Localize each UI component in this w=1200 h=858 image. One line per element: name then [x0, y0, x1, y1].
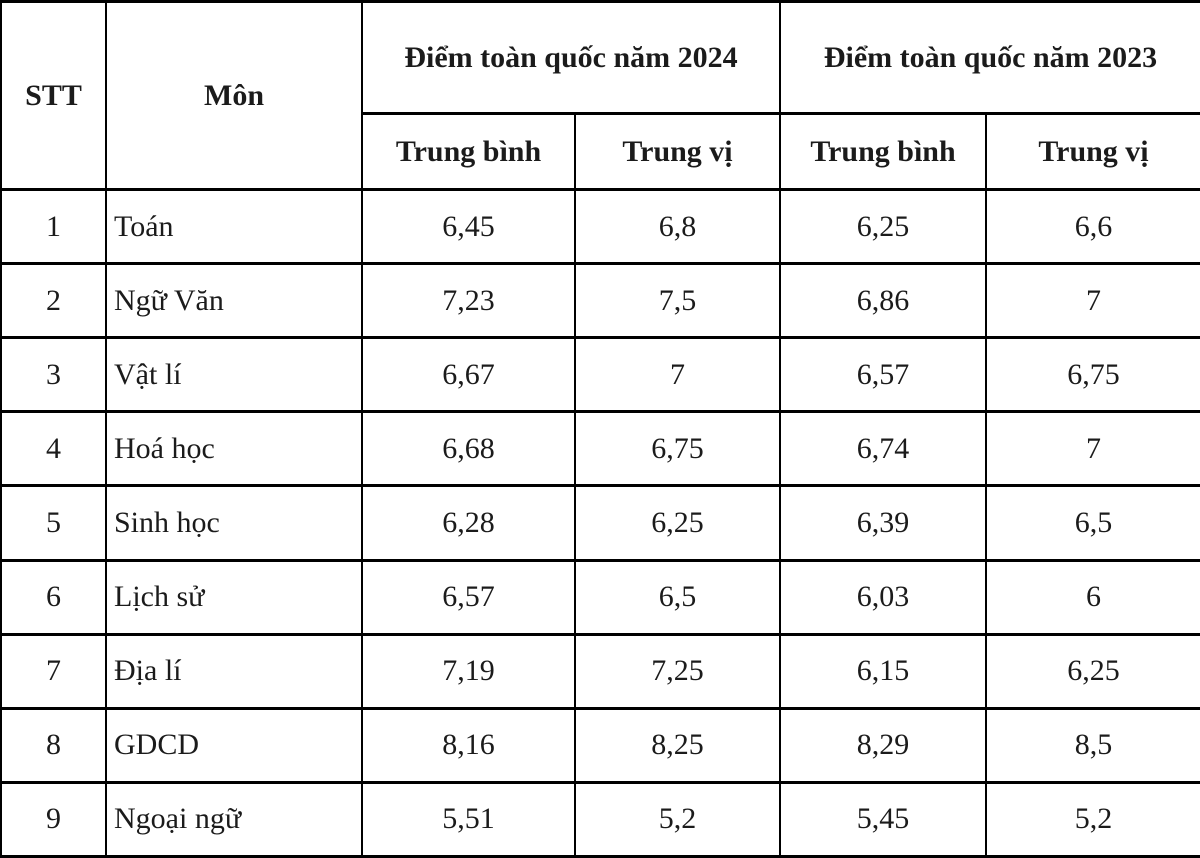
- table-row: 2 Ngữ Văn 7,23 7,5 6,86 7: [0, 262, 1200, 340]
- col-header-stt: STT: [0, 0, 107, 191]
- cell-subject: Hoá học: [105, 410, 363, 488]
- cell-stt: 3: [0, 336, 107, 414]
- cell-mean-2023: 6,03: [779, 558, 987, 636]
- cell-mean-2023: 6,39: [779, 484, 987, 562]
- cell-median-2024: 7,5: [574, 262, 781, 340]
- header-row-subcolumns: Trung bình Trung vị Trung bình Trung vị: [1, 112, 1200, 191]
- cell-mean-2024: 6,28: [361, 484, 576, 562]
- cell-subject: GDCD: [105, 706, 363, 784]
- cell-subject: Địa lí: [105, 632, 363, 710]
- cell-subject: Sinh học: [105, 484, 363, 562]
- cell-median-2024: 8,25: [574, 706, 781, 784]
- cell-median-2024: 6,75: [574, 410, 781, 488]
- col-header-median-2023: Trung vị: [985, 112, 1200, 191]
- cell-mean-2024: 6,57: [361, 558, 576, 636]
- cell-median-2024: 6,5: [574, 558, 781, 636]
- cell-mean-2024: 8,16: [361, 706, 576, 784]
- table-row: 7 Địa lí 7,19 7,25 6,15 6,25: [0, 632, 1200, 710]
- cell-stt: 6: [0, 558, 107, 636]
- cell-median-2023: 6,25: [985, 632, 1200, 710]
- col-header-median-2024: Trung vị: [574, 112, 781, 191]
- table-row: 1 Toán 6,45 6,8 6,25 6,6: [0, 187, 1200, 266]
- cell-subject: Lịch sử: [105, 558, 363, 636]
- cell-mean-2023: 6,74: [779, 410, 987, 488]
- cell-mean-2024: 7,23: [361, 262, 576, 340]
- cell-median-2023: 6: [985, 558, 1200, 636]
- cell-median-2023: 6,5: [985, 484, 1200, 562]
- cell-median-2023: 7: [985, 262, 1200, 340]
- col-header-mon: Môn: [105, 0, 363, 191]
- cell-stt: 2: [0, 262, 107, 340]
- cell-mean-2024: 7,19: [361, 632, 576, 710]
- cell-mean-2023: 5,45: [779, 780, 987, 858]
- cell-mean-2024: 6,67: [361, 336, 576, 414]
- cell-mean-2023: 6,25: [779, 187, 987, 266]
- cell-mean-2023: 6,57: [779, 336, 987, 414]
- cell-stt: 1: [0, 187, 107, 266]
- cell-median-2023: 6,6: [985, 187, 1200, 266]
- cell-median-2023: 6,75: [985, 336, 1200, 414]
- cell-mean-2024: 6,68: [361, 410, 576, 488]
- cell-median-2024: 7,25: [574, 632, 781, 710]
- table-row: 8 GDCD 8,16 8,25 8,29 8,5: [0, 706, 1200, 784]
- cell-stt: 5: [0, 484, 107, 562]
- col-group-2023: Điểm toàn quốc năm 2023: [779, 0, 1200, 115]
- cell-subject: Toán: [105, 187, 363, 266]
- cell-median-2023: 5,2: [985, 780, 1200, 858]
- cell-mean-2024: 5,51: [361, 780, 576, 858]
- cell-median-2024: 6,8: [574, 187, 781, 266]
- col-header-mean-2023: Trung bình: [779, 112, 987, 191]
- cell-stt: 7: [0, 632, 107, 710]
- cell-median-2024: 6,25: [574, 484, 781, 562]
- cell-median-2024: 7: [574, 336, 781, 414]
- col-group-2024: Điểm toàn quốc năm 2024: [361, 0, 781, 115]
- cell-stt: 9: [0, 780, 107, 858]
- cell-subject: Ngoại ngữ: [105, 780, 363, 858]
- cell-mean-2023: 6,86: [779, 262, 987, 340]
- table-row: 3 Vật lí 6,67 7 6,57 6,75: [0, 336, 1200, 414]
- table-row: 9 Ngoại ngữ 5,51 5,2 5,45 5,2: [0, 780, 1200, 858]
- col-header-mean-2024: Trung bình: [361, 112, 576, 191]
- cell-mean-2023: 6,15: [779, 632, 987, 710]
- cell-median-2023: 7: [985, 410, 1200, 488]
- cell-stt: 8: [0, 706, 107, 784]
- header-row-groups: STT Môn Điểm toàn quốc năm 2024 Điểm toà…: [0, 0, 1200, 191]
- cell-mean-2023: 8,29: [779, 706, 987, 784]
- cell-median-2024: 5,2: [574, 780, 781, 858]
- cell-subject: Ngữ Văn: [105, 262, 363, 340]
- cell-median-2023: 8,5: [985, 706, 1200, 784]
- cell-mean-2024: 6,45: [361, 187, 576, 266]
- cell-stt: 4: [0, 410, 107, 488]
- cell-subject: Vật lí: [105, 336, 363, 414]
- table-row: 6 Lịch sử 6,57 6,5 6,03 6: [0, 558, 1200, 636]
- table-row: 5 Sinh học 6,28 6,25 6,39 6,5: [0, 484, 1200, 562]
- table-row: 4 Hoá học 6,68 6,75 6,74 7: [0, 410, 1200, 488]
